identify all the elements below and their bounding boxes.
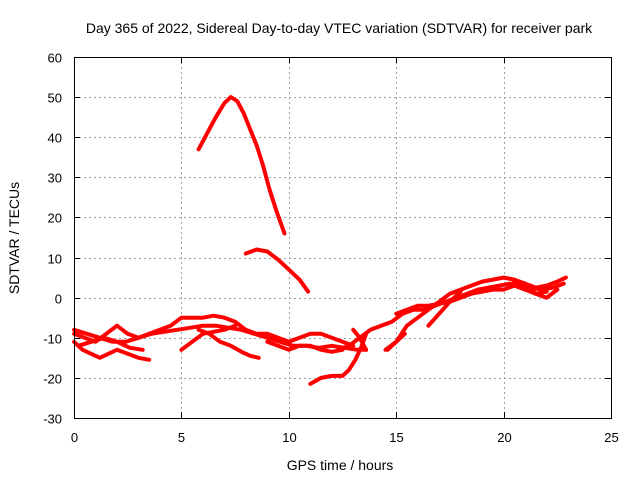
y-axis-label: SDTVAR / TECUs xyxy=(6,182,22,294)
series-line-arc-12 xyxy=(383,275,568,352)
series-line-arc-16 xyxy=(385,331,407,352)
series-layer xyxy=(72,95,568,386)
y-tick-label: 60 xyxy=(48,51,62,66)
y-tick-label: 30 xyxy=(48,171,62,186)
y-tick-label: -20 xyxy=(43,372,62,387)
series-line-arc-10 xyxy=(308,331,369,386)
y-tick-label: 40 xyxy=(48,131,62,146)
x-axis-label: GPS time / hours xyxy=(287,457,394,473)
x-tick-label: 25 xyxy=(604,430,618,445)
series-line-arc-13 xyxy=(394,283,549,316)
series-line-arc-7 xyxy=(265,339,345,354)
axis-ticks: 0 5 10 15 20 25 -30 -20 -10 0 10 20 30 40 50 60 xyxy=(43,51,619,446)
x-tick-label: 15 xyxy=(389,430,403,445)
y-tick-label: -30 xyxy=(43,412,62,427)
series-line-arc-15 xyxy=(512,279,560,300)
series-line-arc-14 xyxy=(426,289,463,328)
x-tick-label: 5 xyxy=(178,430,185,445)
x-tick-label: 20 xyxy=(497,430,511,445)
y-tick-label: 10 xyxy=(48,252,62,267)
y-tick-label: 0 xyxy=(55,292,62,307)
grid-lines xyxy=(74,57,611,418)
x-tick-label: 10 xyxy=(282,430,296,445)
series-line-arc-2 xyxy=(72,339,152,362)
series-line-arc-1 xyxy=(72,313,356,348)
series-line-arc-4 xyxy=(76,335,145,352)
series-line-arc-3 xyxy=(72,323,369,352)
plot-frame xyxy=(74,57,612,419)
series-line-arc-17 xyxy=(351,327,369,352)
x-tick-label: 0 xyxy=(71,430,78,445)
chart-title: Day 365 of 2022, Sidereal Day-to-day VTE… xyxy=(86,20,593,36)
y-tick-label: 20 xyxy=(48,211,62,226)
series-line-arc-9 xyxy=(243,247,311,294)
y-tick-label: 50 xyxy=(48,91,62,106)
series-line-arc-6 xyxy=(196,327,261,360)
series-line-arc-8 xyxy=(196,95,287,236)
y-tick-label: -10 xyxy=(43,332,62,347)
